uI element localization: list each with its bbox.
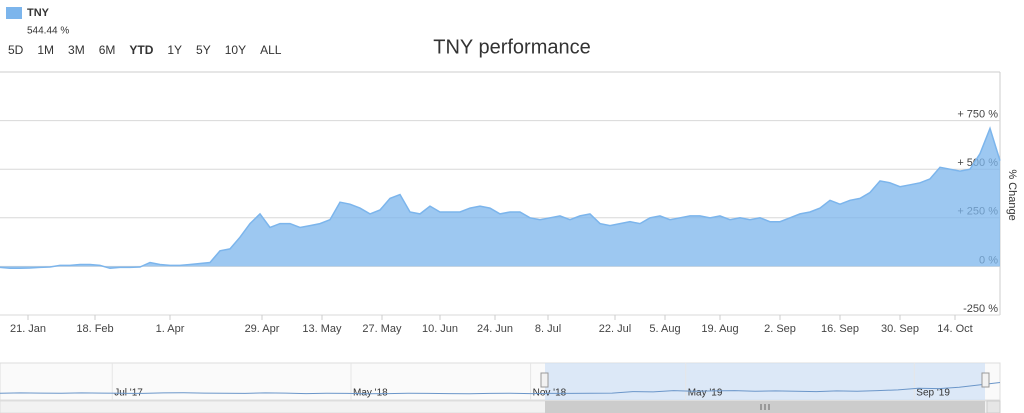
y-tick-label: + 750 % — [957, 109, 998, 121]
x-tick-label: 16. Sep — [821, 323, 859, 335]
navigator-tick-label: May '19 — [688, 388, 723, 399]
range-button[interactable]: 1M — [37, 43, 54, 57]
range-button[interactable]: 1Y — [167, 43, 182, 57]
x-tick-label: 1. Apr — [156, 323, 185, 335]
scrollbar-grip — [760, 404, 770, 410]
y-axis-title: % Change — [1006, 169, 1018, 220]
x-tick-label: 29. Apr — [245, 323, 280, 335]
legend-label: TNY — [27, 7, 50, 19]
x-tick-label: 18. Feb — [76, 323, 113, 335]
range-button[interactable]: 6M — [99, 43, 116, 57]
range-button: 10Y — [225, 43, 246, 57]
x-tick-label: 19. Aug — [701, 323, 738, 335]
x-tick-label: 13. May — [302, 323, 342, 335]
x-tick-label: 22. Jul — [599, 323, 631, 335]
navigator-selection — [545, 363, 985, 400]
navigator-tick-label: May '18 — [353, 388, 388, 399]
x-tick-label: 10. Jun — [422, 323, 458, 335]
navigator-line — [0, 382, 1001, 395]
x-tick-label: 14. Oct — [937, 323, 972, 335]
y-tick-label: -250 % — [963, 303, 998, 315]
range-button[interactable]: 3M — [68, 43, 85, 57]
legend-value: 544.44 % — [27, 26, 69, 37]
chart-title: TNY performance — [433, 36, 590, 58]
x-tick-label: 30. Sep — [881, 323, 919, 335]
navigator-tick-label: Sep '19 — [916, 388, 950, 399]
range-button[interactable]: YTD — [129, 43, 153, 57]
legend-swatch — [6, 7, 22, 19]
range-button[interactable]: ALL — [260, 43, 282, 57]
navigator-handle[interactable] — [981, 372, 990, 388]
range-button: 5Y — [196, 43, 211, 57]
range-button[interactable]: 5D — [8, 43, 24, 57]
x-tick-label: 2. Sep — [764, 323, 796, 335]
navigator-handle[interactable] — [540, 372, 549, 388]
x-tick-label: 27. May — [362, 323, 402, 335]
x-tick-label: 8. Jul — [535, 323, 561, 335]
x-tick-label: 24. Jun — [477, 323, 513, 335]
area-fill — [0, 128, 1000, 269]
x-tick-label: 21. Jan — [10, 323, 46, 335]
scrollbar-arrow[interactable] — [986, 400, 1001, 413]
series-line — [0, 126, 1001, 270]
x-tick-label: 5. Aug — [649, 323, 680, 335]
